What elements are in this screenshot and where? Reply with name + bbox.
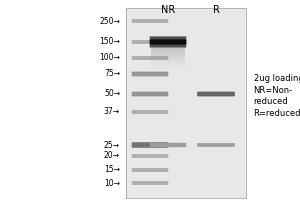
Bar	[151, 49, 185, 50]
Bar	[151, 58, 185, 59]
FancyBboxPatch shape	[150, 143, 186, 147]
Bar	[151, 61, 185, 62]
FancyBboxPatch shape	[132, 40, 168, 44]
Bar	[151, 48, 185, 49]
Bar	[151, 65, 185, 66]
FancyBboxPatch shape	[132, 92, 168, 96]
FancyBboxPatch shape	[132, 56, 168, 60]
Bar	[151, 71, 185, 72]
Text: 75→: 75→	[104, 70, 120, 78]
Text: 250→: 250→	[99, 17, 120, 25]
FancyBboxPatch shape	[132, 110, 168, 114]
Text: R: R	[213, 5, 219, 15]
Bar	[151, 60, 185, 61]
Bar	[151, 53, 185, 54]
Text: 25→: 25→	[104, 140, 120, 149]
Text: 2ug loading
NR=Non-
reduced
R=reduced: 2ug loading NR=Non- reduced R=reduced	[254, 74, 300, 118]
Text: 100→: 100→	[99, 53, 120, 62]
Bar	[151, 67, 185, 68]
FancyBboxPatch shape	[197, 143, 235, 147]
Bar	[151, 59, 185, 60]
FancyBboxPatch shape	[150, 39, 186, 45]
Text: 15→: 15→	[104, 166, 120, 174]
Bar	[151, 56, 185, 58]
Bar	[151, 55, 185, 56]
FancyBboxPatch shape	[132, 154, 168, 158]
Bar	[151, 54, 185, 55]
Text: 50→: 50→	[104, 90, 120, 98]
Bar	[151, 52, 185, 53]
FancyBboxPatch shape	[150, 36, 186, 48]
FancyBboxPatch shape	[132, 142, 168, 148]
Text: 37→: 37→	[104, 108, 120, 116]
Text: 20→: 20→	[104, 152, 120, 160]
FancyBboxPatch shape	[132, 19, 168, 23]
Text: NR: NR	[161, 5, 175, 15]
Bar	[151, 68, 185, 70]
Bar	[151, 64, 185, 65]
FancyBboxPatch shape	[132, 181, 168, 185]
FancyBboxPatch shape	[132, 72, 168, 76]
Text: 150→: 150→	[99, 38, 120, 46]
Text: 10→: 10→	[104, 178, 120, 188]
Bar	[151, 66, 185, 67]
Bar	[151, 70, 185, 71]
FancyBboxPatch shape	[197, 92, 235, 96]
Bar	[151, 62, 185, 64]
Bar	[126, 8, 246, 198]
FancyBboxPatch shape	[132, 168, 168, 172]
Bar	[151, 50, 185, 52]
